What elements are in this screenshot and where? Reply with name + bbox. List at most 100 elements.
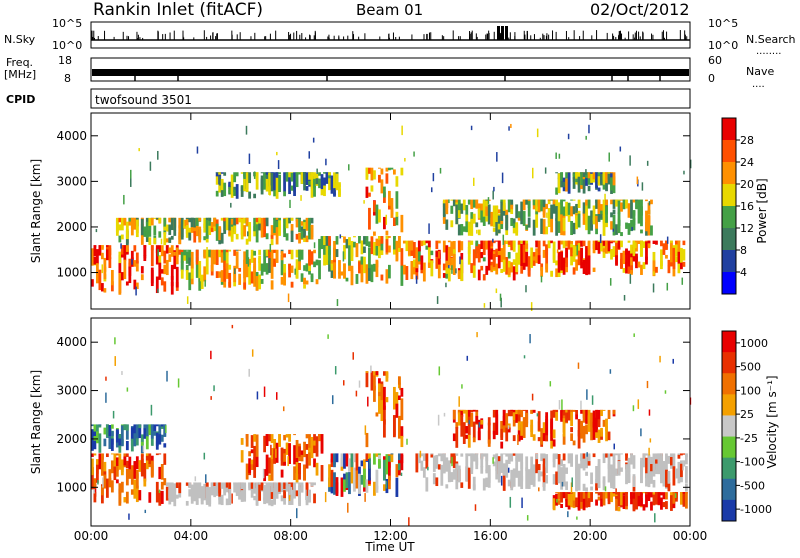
heatmap-cell: [135, 473, 139, 479]
heatmap-cell: [288, 499, 291, 506]
time-axis-label: Time UT: [364, 540, 415, 554]
nsearch-dots: ........: [756, 46, 781, 57]
heatmap-cell: [298, 217, 301, 219]
heatmap-cell: [285, 233, 289, 241]
heatmap-cell: [612, 246, 616, 257]
heatmap-cell: [555, 206, 559, 221]
heatmap-cell: [451, 265, 453, 274]
heatmap-cell: [365, 167, 369, 178]
heatmap-cell: [388, 236, 391, 238]
heatmap-cell: [427, 247, 431, 267]
heatmap-cell: [145, 221, 149, 238]
y-tick-label: 1000: [56, 480, 87, 494]
heatmap-cell: [612, 209, 616, 215]
heatmap-cell: [682, 261, 686, 267]
heatmap-cell: [648, 447, 650, 456]
heatmap-cell: [268, 258, 271, 273]
heatmap-cell: [300, 454, 304, 462]
heatmap-cell: [280, 447, 284, 461]
heatmap-cell: [610, 199, 613, 205]
heatmap-cell: [602, 172, 606, 185]
heatmap-cell: [502, 425, 506, 433]
heatmap-cell: [383, 192, 386, 203]
heatmap-cell: [600, 240, 603, 252]
heatmap-cell: [592, 205, 596, 221]
heatmap-cell: [228, 282, 232, 287]
heatmap-cell: [183, 249, 187, 256]
heatmap-cell: [310, 436, 314, 454]
heatmap-cell: [662, 502, 666, 508]
colorbar-swatch: [722, 415, 736, 438]
heatmap-cell: [619, 146, 622, 152]
heatmap-cell: [565, 178, 569, 192]
heatmap-cell: [370, 185, 374, 192]
heatmap-cell: [142, 445, 145, 453]
heatmap-cell: [185, 482, 189, 486]
heatmap-cell: [270, 249, 274, 265]
heatmap-cell: [627, 468, 631, 484]
heatmap-cell: [353, 241, 356, 248]
heatmap-cell: [439, 167, 442, 174]
heatmap-cell: [108, 257, 112, 269]
heatmap-cell: [310, 225, 314, 240]
heatmap-cell: [560, 459, 564, 467]
heatmap-cell: [473, 177, 475, 186]
heatmap-cell: [480, 240, 484, 250]
heatmap-cell: [477, 431, 481, 440]
heatmap-cell: [577, 177, 581, 186]
heatmap-cell: [130, 178, 132, 187]
heatmap-cell: [145, 453, 149, 455]
colorbar-swatch: [722, 162, 736, 185]
heatmap-cell: [545, 412, 549, 436]
heatmap-cell: [263, 249, 267, 259]
heatmap-cell: [280, 469, 284, 478]
heatmap-cell: [280, 276, 284, 285]
heatmap-cell: [502, 199, 506, 211]
heatmap-cell: [138, 424, 142, 429]
heatmap-cell: [285, 172, 289, 182]
heatmap-cell: [470, 212, 474, 224]
heatmap-cell: [265, 482, 269, 501]
heatmap-cell: [667, 470, 671, 482]
heatmap-cell: [637, 199, 641, 209]
heatmap-cell: [650, 501, 653, 511]
heatmap-cell: [339, 234, 342, 239]
heatmap-cell: [228, 482, 232, 494]
heatmap-cell: [617, 461, 621, 476]
heatmap-cell: [570, 482, 573, 494]
heatmap-cell: [333, 172, 336, 193]
heatmap-cell: [450, 257, 454, 271]
heatmap-cell: [636, 176, 639, 185]
heatmap-cell: [160, 238, 163, 245]
heatmap-cell: [118, 434, 122, 439]
heatmap-cell: [465, 453, 469, 455]
heatmap-cell: [580, 172, 583, 186]
heatmap-cell: [140, 274, 144, 281]
heatmap-cell: [650, 492, 653, 498]
heatmap-cell: [655, 492, 658, 505]
heatmap-cell: [148, 225, 152, 237]
heatmap-cell: [612, 214, 616, 236]
heatmap-cell: [532, 470, 536, 487]
heatmap-cell: [323, 242, 326, 255]
heatmap-cell: [380, 384, 384, 405]
heatmap-cell: [280, 251, 284, 261]
heatmap-cell: [472, 265, 476, 278]
heatmap-cell: [512, 468, 516, 487]
heatmap-cell: [270, 280, 274, 290]
heatmap-cell: [108, 245, 112, 259]
heatmap-cell: [215, 482, 219, 496]
heatmap-cell: [585, 246, 588, 254]
heatmap-cell: [665, 492, 668, 500]
heatmap-cell: [497, 469, 501, 483]
heatmap-cell: [390, 167, 394, 170]
heatmap-cell: [600, 240, 603, 244]
heatmap-cell: [562, 199, 566, 202]
heatmap-cell: [640, 206, 643, 227]
heatmap-cell: [255, 224, 259, 243]
heatmap-cell: [615, 199, 618, 207]
heatmap-cell: [135, 219, 139, 238]
heatmap-cell: [210, 222, 214, 233]
heatmap-cell: [380, 400, 384, 422]
heatmap-cell: [582, 409, 586, 423]
